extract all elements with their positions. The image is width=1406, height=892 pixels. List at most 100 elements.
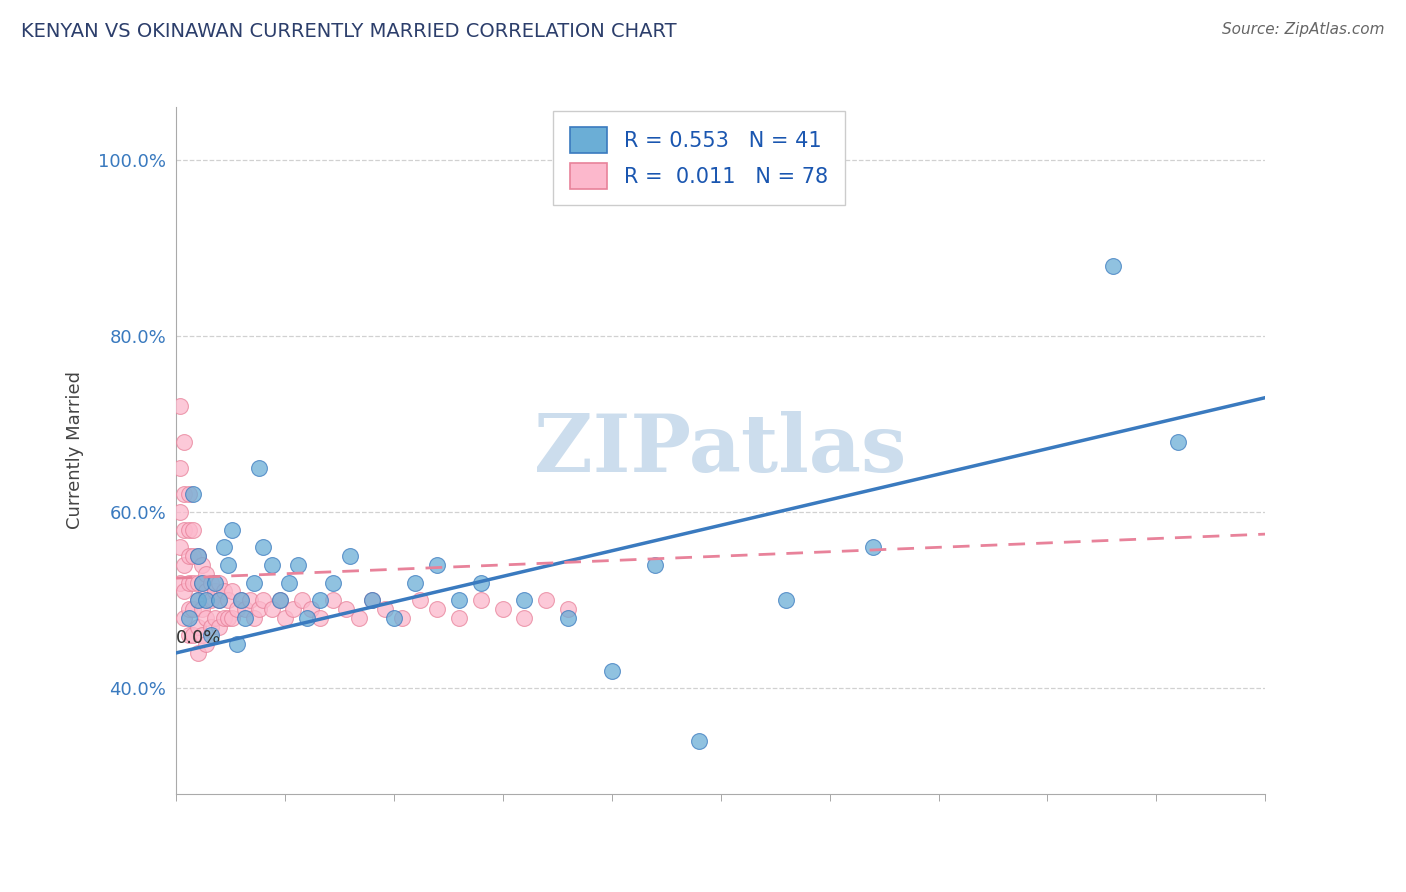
Point [1167, 434, 1189, 449]
Point [208, 575, 231, 590]
Text: ZIPatlas: ZIPatlas [534, 411, 907, 490]
Point [191, 602, 214, 616]
Point [534, 593, 557, 607]
Point [195, 566, 218, 581]
Point [195, 584, 218, 599]
Point [322, 593, 344, 607]
Point [181, 628, 204, 642]
Point [181, 549, 204, 563]
Point [212, 541, 235, 555]
Point [260, 558, 283, 572]
Point [181, 523, 204, 537]
Point [173, 558, 195, 572]
Point [278, 575, 301, 590]
Point [447, 593, 470, 607]
Point [360, 593, 382, 607]
Point [212, 584, 235, 599]
Point [426, 602, 449, 616]
Point [186, 593, 209, 607]
Point [181, 487, 204, 501]
Point [200, 575, 222, 590]
Point [492, 602, 515, 616]
Point [217, 611, 239, 625]
Point [688, 734, 710, 748]
Point [191, 628, 214, 642]
Point [169, 400, 191, 414]
Point [339, 549, 361, 563]
Point [195, 611, 218, 625]
Point [217, 558, 239, 572]
Point [308, 611, 330, 625]
Point [177, 628, 200, 642]
Point [405, 575, 427, 590]
Point [600, 664, 623, 678]
Point [221, 523, 243, 537]
Point [447, 611, 470, 625]
Point [239, 593, 262, 607]
Point [200, 593, 222, 607]
Point [186, 549, 209, 563]
Text: 0.0%: 0.0% [176, 629, 221, 647]
Point [247, 602, 270, 616]
Point [173, 584, 195, 599]
Point [775, 593, 797, 607]
Point [177, 549, 200, 563]
Point [186, 593, 209, 607]
Point [186, 549, 209, 563]
Point [173, 487, 195, 501]
Point [200, 628, 222, 642]
Point [173, 434, 195, 449]
Point [221, 584, 243, 599]
Point [243, 611, 266, 625]
Point [208, 593, 231, 607]
Point [470, 593, 492, 607]
Point [247, 461, 270, 475]
Point [269, 593, 291, 607]
Point [169, 505, 191, 519]
Point [252, 541, 274, 555]
Point [177, 575, 200, 590]
Point [231, 593, 253, 607]
Point [208, 619, 231, 633]
Point [274, 611, 297, 625]
Point [335, 602, 357, 616]
Point [426, 558, 449, 572]
Point [269, 593, 291, 607]
Point [191, 558, 214, 572]
Point [177, 523, 200, 537]
Point [204, 575, 226, 590]
Point [513, 611, 536, 625]
Point [322, 575, 344, 590]
Point [177, 487, 200, 501]
Point [177, 602, 200, 616]
Point [225, 602, 247, 616]
Point [204, 584, 226, 599]
Point [299, 602, 322, 616]
Point [557, 611, 579, 625]
Point [200, 619, 222, 633]
Point [173, 523, 195, 537]
Point [186, 575, 209, 590]
Point [177, 611, 200, 625]
Point [169, 575, 191, 590]
Point [470, 575, 492, 590]
Point [557, 602, 579, 616]
Point [287, 558, 309, 572]
Legend: R = 0.553   N = 41, R =  0.011   N = 78: R = 0.553 N = 41, R = 0.011 N = 78 [553, 111, 845, 205]
Point [191, 575, 214, 590]
Point [173, 611, 195, 625]
Point [1102, 259, 1125, 273]
Point [409, 593, 432, 607]
Point [221, 611, 243, 625]
Point [231, 593, 253, 607]
Point [208, 593, 231, 607]
Point [374, 602, 396, 616]
Point [295, 611, 318, 625]
Point [360, 593, 382, 607]
Point [347, 611, 370, 625]
Text: KENYAN VS OKINAWAN CURRENTLY MARRIED CORRELATION CHART: KENYAN VS OKINAWAN CURRENTLY MARRIED COR… [21, 22, 676, 41]
Point [644, 558, 666, 572]
Point [191, 575, 214, 590]
Point [225, 637, 247, 651]
Point [195, 593, 218, 607]
